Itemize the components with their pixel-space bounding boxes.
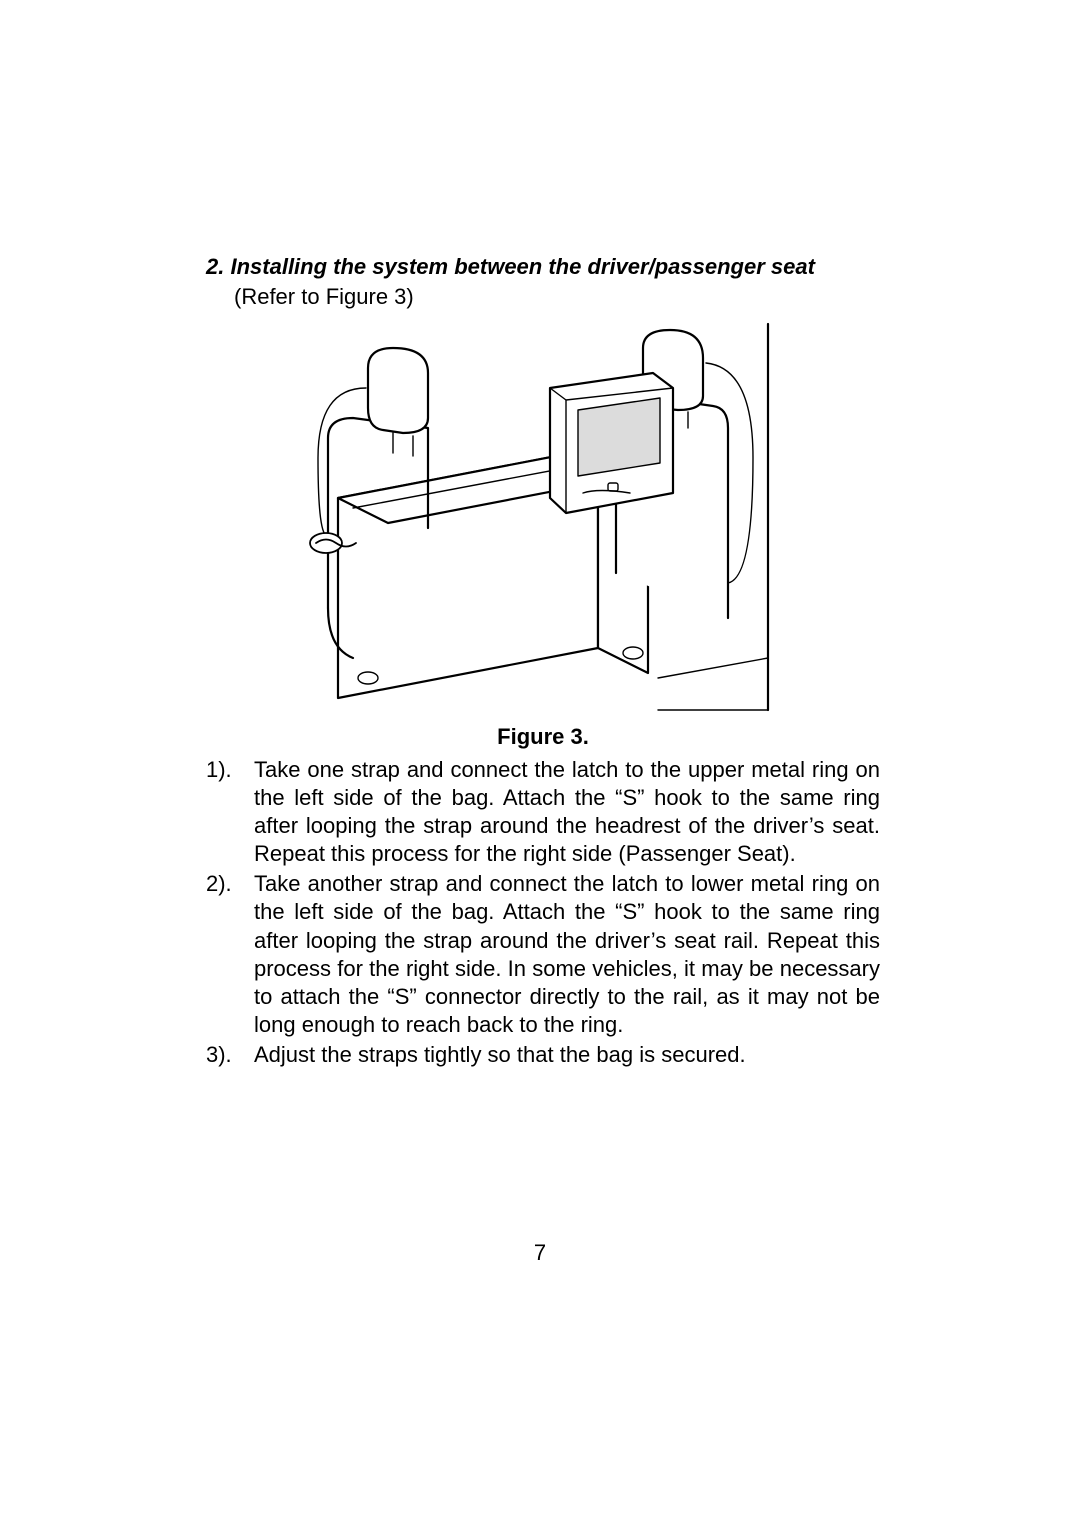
step-text: Take another strap and connect the latch…: [254, 870, 880, 1039]
list-item: 2). Take another strap and connect the l…: [206, 870, 880, 1039]
step-number: 1).: [206, 756, 254, 869]
instruction-list: 1). Take one strap and connect the latch…: [206, 756, 880, 1070]
list-item: 3). Adjust the straps tightly so that th…: [206, 1041, 880, 1069]
section-heading: 2. Installing the system between the dri…: [206, 252, 880, 282]
figure-caption: Figure 3.: [206, 724, 880, 750]
step-number: 3).: [206, 1041, 254, 1069]
page-number: 7: [0, 1240, 1080, 1266]
section-title-text: Installing the system between the driver…: [230, 254, 814, 279]
section-number: 2.: [206, 254, 224, 279]
section-reference: (Refer to Figure 3): [234, 284, 880, 310]
list-item: 1). Take one strap and connect the latch…: [206, 756, 880, 869]
figure-3-illustration: [298, 318, 788, 718]
step-text: Take one strap and connect the latch to …: [254, 756, 880, 869]
seat-install-diagram-icon: [298, 318, 788, 718]
step-number: 2).: [206, 870, 254, 1039]
step-text: Adjust the straps tightly so that the ba…: [254, 1041, 880, 1069]
document-page: 2. Installing the system between the dri…: [0, 0, 1080, 1528]
